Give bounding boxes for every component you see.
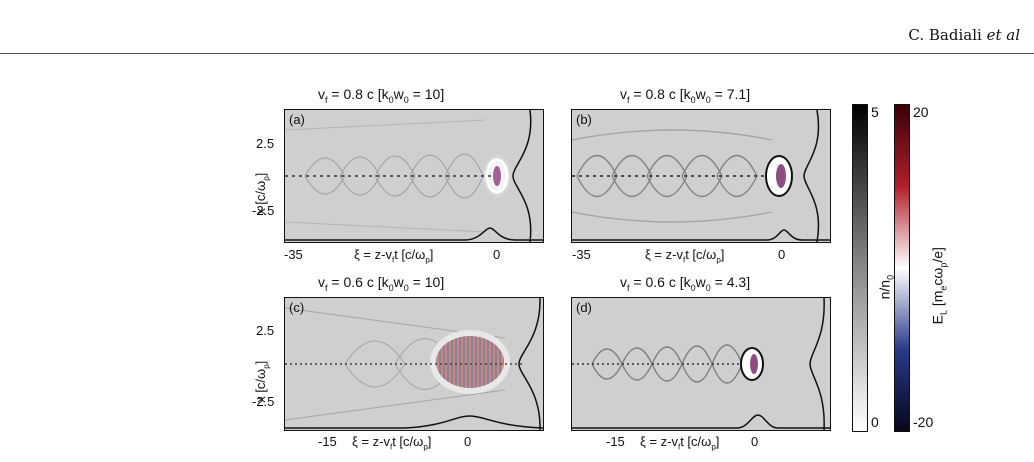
density-colorbar-max: 5	[871, 104, 879, 120]
panel-d-xtick-zero: 0	[751, 434, 759, 449]
panel-c-xtick-zero: 0	[464, 434, 472, 449]
panel-d-label: (d)	[576, 300, 592, 315]
field-colorbar-label: EL [mecωp/e]	[929, 247, 949, 325]
panel-d-plot: (d)	[571, 297, 831, 431]
panel-a-label: (a)	[289, 112, 305, 127]
panel-b-plot: (b)	[571, 109, 831, 243]
panel-b-label: (b)	[576, 112, 592, 127]
panel-a-xtick-zero: 0	[493, 247, 501, 262]
panel-b-title: vf = 0.8 c [k0w0 = 7.1]	[620, 86, 751, 105]
panel-a-yaxis-label: x [c/ωp]	[253, 172, 271, 215]
density-colorbar-min: 0	[871, 414, 879, 430]
panel-a-ytick-top: 2.5	[256, 136, 275, 151]
panel-c-plot: (c)	[284, 297, 544, 431]
panel-c-ytick-bottom: -2.5	[252, 394, 275, 409]
density-colorbar	[852, 104, 868, 432]
panel-c-field-map	[285, 298, 543, 430]
panel-c-title: vf = 0.6 c [k0w0 = 10]	[318, 274, 445, 293]
field-colorbar-max: 20	[913, 104, 929, 120]
panel-d-title: vf = 0.6 c [k0w0 = 4.3]	[620, 274, 751, 293]
panel-c-xtick-left: -15	[318, 434, 337, 449]
panel-b-xtick-left: -35	[572, 247, 591, 262]
running-head: C. Badiali et al	[908, 26, 1020, 44]
panel-d-xaxis-label: ξ = z-vft [c/ωp]	[640, 434, 720, 452]
header-rule	[0, 53, 1034, 54]
panel-c-yaxis-label: x [c/ωp]	[253, 360, 271, 403]
panel-a-xaxis-label: ξ = z-vft [c/ωp]	[354, 247, 434, 265]
panel-c-label: (c)	[289, 300, 305, 315]
panel-d-field-map	[572, 298, 830, 430]
panel-c-ytick-top: 2.5	[256, 323, 275, 338]
panel-b-xtick-zero: 0	[778, 247, 786, 262]
panel-c-xaxis-label: ξ = z-vft [c/ωp]	[352, 434, 432, 452]
panel-b-xaxis-label: ξ = z-vft [c/ωp]	[645, 247, 725, 265]
field-colorbar	[894, 104, 910, 432]
density-colorbar-label: n/n0	[876, 274, 896, 300]
panel-d-xtick-left: -15	[606, 434, 625, 449]
field-colorbar-min: -20	[913, 414, 934, 430]
panel-a-plot: (a)	[284, 109, 544, 243]
panel-b-field-map	[572, 110, 830, 242]
panel-a-ytick-bottom: -2.5	[252, 203, 275, 218]
panel-a-xtick-left: -35	[284, 247, 303, 262]
panel-a-field-map	[285, 110, 543, 242]
panel-a-title: vf = 0.8 c [k0w0 = 10]	[318, 86, 445, 105]
